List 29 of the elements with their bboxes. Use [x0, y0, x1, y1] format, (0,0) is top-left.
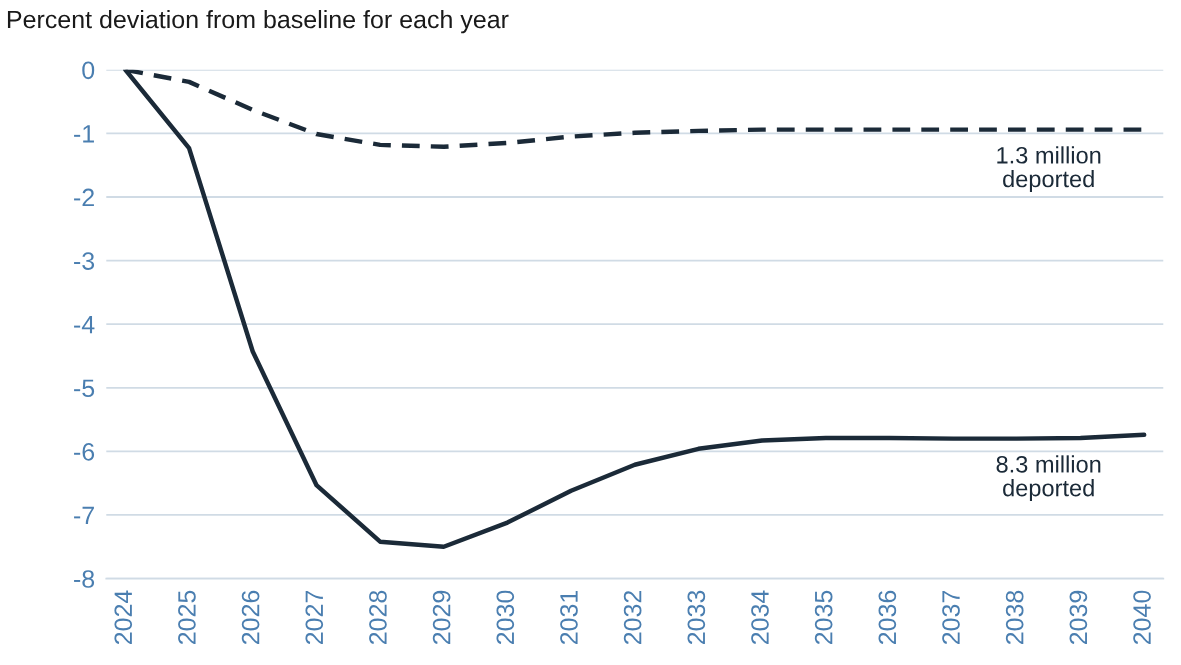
x-tick-label: 2030 [496, 590, 515, 645]
chart-title: Percent deviation from baseline for each year [7, 9, 509, 34]
x-tick-label: 2032 [623, 590, 642, 645]
y-tick-label: 0 [82, 61, 95, 80]
x-tick-label: 2027 [305, 590, 324, 645]
x-tick-label: 2036 [878, 590, 897, 645]
x-tick-label: 2024 [114, 590, 133, 645]
x-tick-label: 2040 [1133, 590, 1151, 645]
x-tick-label: 2025 [178, 590, 196, 645]
y-tick-label: -2 [74, 188, 94, 207]
x-tick-label: 2033 [687, 590, 706, 645]
x-tick-label: 2031 [560, 590, 578, 645]
x-tick-label: 2026 [241, 590, 260, 645]
y-tick-label: -8 [74, 570, 95, 588]
x-tick-label: 2028 [369, 590, 387, 645]
x-tick-label: 2034 [751, 590, 769, 645]
series-label: 1.3 million deported [997, 146, 1101, 192]
x-tick-label: 2035 [814, 590, 833, 645]
y-tick-label: -4 [74, 316, 95, 334]
x-tick-label: 2039 [1069, 590, 1088, 645]
y-tick-label: -5 [74, 379, 95, 398]
y-tick-label: -1 [74, 125, 94, 143]
y-tick-label: -7 [74, 506, 94, 525]
x-tick-label: 2037 [942, 590, 960, 645]
y-tick-label: -6 [74, 442, 95, 461]
x-tick-label: 2038 [1005, 590, 1024, 645]
y-tick-label: -3 [74, 252, 95, 270]
x-tick-label: 2029 [432, 590, 451, 645]
series-label: 8.3 million deported [996, 455, 1101, 502]
